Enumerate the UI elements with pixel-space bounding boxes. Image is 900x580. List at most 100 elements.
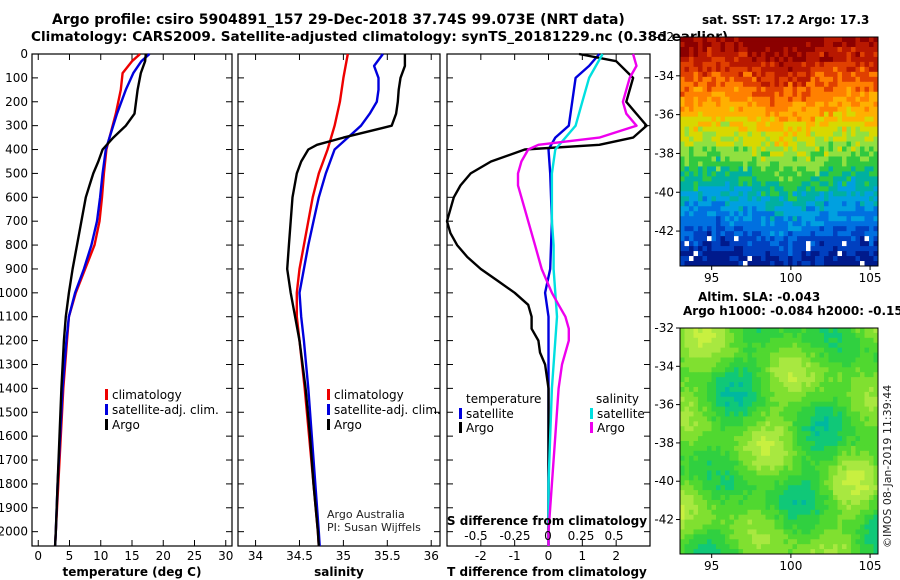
sst-map-cell: [684, 66, 690, 73]
sla-map-cell: [756, 377, 762, 383]
sst-map-cell: [828, 191, 834, 197]
sst-map-cell: [765, 191, 771, 197]
sla-map-cell: [738, 436, 744, 442]
sst-map-cell: [828, 71, 834, 78]
sst-map-cell: [873, 46, 879, 53]
sla-map-cell: [774, 475, 780, 481]
sst-map-cell: [680, 111, 685, 118]
sla-map-cell: [810, 509, 816, 516]
sla-map-cell: [779, 342, 784, 349]
sla-map-cell: [833, 352, 838, 358]
sla-map-cell: [797, 431, 802, 437]
sla-map-cell: [824, 455, 829, 462]
sst-map-cell: [707, 211, 712, 217]
sla-map-cell: [824, 450, 829, 457]
sla-map-cell: [680, 421, 685, 427]
sla-map-cell: [783, 357, 789, 363]
sst-map-cell: [833, 196, 838, 202]
sla-map-cell: [680, 352, 685, 358]
temp-xtick-label: 10: [93, 549, 108, 563]
sst-map-cell: [783, 61, 789, 68]
depth-tick-label: 0: [20, 47, 28, 61]
sla-map-cell: [716, 524, 721, 530]
sla-map-cell: [842, 352, 847, 358]
sla-map-cell: [783, 539, 789, 545]
sla-map-cell: [698, 421, 703, 427]
sla-map-cell: [873, 431, 879, 437]
sla-map-cell: [698, 382, 703, 388]
sst-map-cell: [864, 156, 870, 162]
sst-map-cell: [765, 161, 771, 167]
sla-map-cell: [837, 362, 843, 368]
sst-map-cell: [824, 111, 829, 118]
sst-map-cell: [752, 261, 757, 267]
sla-map-cell: [747, 450, 753, 457]
sst-map-cell: [774, 86, 780, 93]
sst-map-cell: [698, 161, 703, 167]
sst-map-cell: [711, 261, 717, 267]
depth-tick-label: 1700: [0, 453, 28, 467]
sst-map-cell: [743, 51, 748, 58]
sst-map-cell: [743, 71, 748, 78]
sla-map-cell: [725, 539, 730, 545]
sst-map-cell: [810, 106, 816, 113]
sst-map-cell: [756, 151, 762, 157]
sst-map-cell: [797, 236, 802, 242]
sla-map-cell: [824, 475, 829, 481]
sla-map-cell: [729, 475, 735, 481]
sla-map-cell: [833, 421, 838, 427]
sst-map-cell: [801, 61, 807, 68]
sst-map-cell: [788, 156, 793, 162]
sst-map-cell: [873, 226, 879, 232]
sst-map-cell: [711, 111, 717, 118]
sst-map-cell: [797, 101, 802, 108]
sla-map-cell: [801, 377, 807, 383]
sst-map-cell: [846, 126, 852, 132]
sst-map-cell: [680, 176, 685, 182]
sla-map-cell: [734, 495, 739, 501]
sst-map-cell: [684, 206, 690, 212]
sst-map-cell: [716, 156, 721, 162]
sst-map-cell: [860, 186, 865, 192]
sal-legend-swatch: [327, 404, 330, 415]
sst-map-cell: [761, 181, 766, 187]
sst-map-cell: [783, 86, 789, 93]
sst-map-cell: [788, 37, 793, 43]
sla-map-cell: [702, 411, 708, 417]
sla-map-cell: [851, 328, 856, 334]
sla-map-cell: [806, 416, 811, 422]
sst-map-cell: [824, 61, 829, 68]
sla-map-cell: [824, 401, 829, 408]
sla-map-cell: [756, 411, 762, 417]
sst-map-cell: [851, 91, 856, 98]
sla-map-cell: [734, 347, 739, 353]
sla-map-cell: [855, 328, 861, 334]
sla-map-cell: [851, 544, 856, 550]
sst-map-cell: [743, 116, 748, 123]
sst-map-cell: [797, 226, 802, 232]
sla-map-cell: [779, 441, 784, 447]
sst-map-cell: [711, 56, 717, 63]
sla-map-cell: [725, 357, 730, 363]
sla-map-cell: [752, 337, 757, 344]
sst-map-cell: [792, 111, 798, 118]
sla-map-cell: [752, 514, 757, 521]
sst-map-cell: [725, 196, 730, 202]
sla-map-cell: [833, 445, 838, 452]
sst-map-cell: [747, 196, 753, 202]
sst-map-cell: [797, 51, 802, 58]
sla-map-cell: [693, 416, 699, 422]
sla-map-cell: [797, 445, 802, 452]
sla-map-cell: [837, 352, 843, 358]
sst-map-cell: [738, 221, 744, 227]
sla-map-cell: [815, 367, 820, 373]
sla-map-cell: [851, 495, 856, 501]
sla-map-cell: [855, 377, 861, 383]
sla-map-cell: [752, 372, 757, 378]
sla-map-cell: [738, 495, 744, 501]
sla-map-cell: [783, 445, 789, 452]
sla-map-cell: [815, 475, 820, 481]
sla-map-cell: [725, 382, 730, 388]
sla-map-cell: [752, 450, 757, 457]
sla-map-cell: [729, 347, 735, 353]
